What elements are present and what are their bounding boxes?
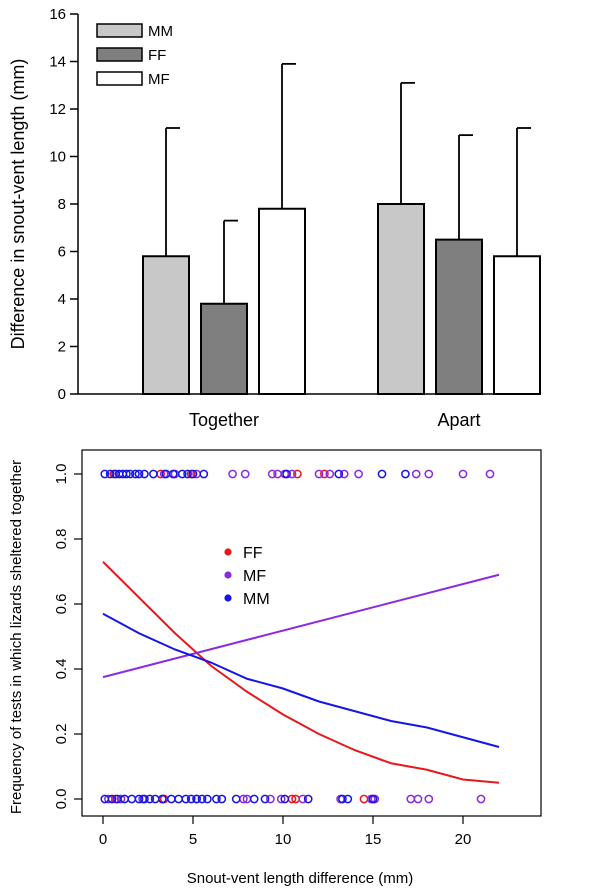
- point-mm-together: [402, 470, 409, 477]
- point-mf-together: [459, 470, 466, 477]
- y-tick-label: 6: [58, 244, 66, 261]
- y-tick-label: 0.4: [53, 659, 70, 680]
- legend-label-mm: MM: [148, 23, 173, 40]
- point-mf-together: [242, 470, 249, 477]
- x-tick-label: 15: [365, 831, 382, 848]
- point-mm-apart: [128, 795, 135, 802]
- point-mf-together: [413, 470, 420, 477]
- point-mf-together: [486, 470, 493, 477]
- y-tick-label: 10: [49, 149, 66, 166]
- legend-swatch-mm: [97, 24, 142, 37]
- fit-line-mm: [103, 614, 499, 747]
- category-label-apart: Apart: [437, 410, 480, 430]
- x-axis-label: Snout-vent length difference (mm): [187, 870, 414, 887]
- y-tick-label: 0: [58, 386, 66, 403]
- y-tick-label: 4: [58, 291, 66, 308]
- legend-label-mf: MF: [148, 71, 170, 88]
- y-tick-label: 0.6: [53, 594, 70, 615]
- point-mf-apart: [414, 795, 421, 802]
- legend-marker-ff: [224, 548, 231, 555]
- y-tick-label: 16: [49, 6, 66, 23]
- point-mm-apart: [251, 795, 258, 802]
- category-label-together: Together: [189, 410, 259, 430]
- bar-chart: 0 2 4 6 8 10 12 14 16 Difference in snout-vent le…: [8, 6, 540, 430]
- x-tick-label: 0: [99, 831, 107, 848]
- point-mf-together: [355, 470, 362, 477]
- x-tick-label: 10: [275, 831, 292, 848]
- x-tick-label: 5: [189, 831, 197, 848]
- y-tick-label: 8: [58, 196, 66, 213]
- legend-swatch-mf: [97, 72, 142, 85]
- y-tick-label: 0.8: [53, 529, 70, 550]
- point-mm-apart: [175, 795, 182, 802]
- point-mf-together: [425, 470, 432, 477]
- fit-line-mf: [103, 575, 499, 677]
- legend-label-mf: MF: [243, 568, 266, 585]
- legend-label-ff: FF: [243, 545, 263, 562]
- legend-swatch-ff: [97, 48, 142, 61]
- point-mm-together: [150, 470, 157, 477]
- point-ff-apart: [360, 795, 367, 802]
- fit-line-ff: [103, 562, 499, 783]
- point-mf-apart: [477, 795, 484, 802]
- legend-label-ff: FF: [148, 47, 166, 64]
- point-mm-together: [200, 470, 207, 477]
- y-axis-label: Difference in snout-vent length (mm): [8, 59, 28, 350]
- point-mm-apart: [168, 795, 175, 802]
- point-mf-apart: [425, 795, 432, 802]
- bar-mm-together: [143, 256, 189, 394]
- y-tick-label: 1.0: [53, 464, 70, 485]
- x-tick-label: 20: [455, 831, 472, 848]
- bar-ff-together: [201, 304, 247, 394]
- y-tick-label: 12: [49, 101, 66, 118]
- bar-ff-apart: [436, 240, 482, 394]
- scatter-chart: 0 5 10 15 20 0.0 0.2 0.4 0.6 0.8 1.0 Frequency of t…: [8, 450, 541, 887]
- y-tick-label: 2: [58, 339, 66, 356]
- point-mf-apart: [407, 795, 414, 802]
- point-mm-apart: [233, 795, 240, 802]
- legend-label-mm: MM: [243, 591, 270, 608]
- legend-marker-mf: [224, 571, 231, 578]
- y-tick-label: 14: [49, 54, 66, 71]
- plot-frame: [82, 450, 541, 816]
- legend-marker-mm: [224, 594, 231, 601]
- bar-mf-apart: [494, 256, 540, 394]
- y-tick-label: 0.2: [53, 724, 70, 745]
- y-axis-label: Frequency of tests in which lizards shel…: [8, 460, 25, 814]
- y-tick-label: 0.0: [53, 789, 70, 810]
- point-mf-together: [229, 470, 236, 477]
- bar-mf-together: [259, 209, 305, 394]
- point-mm-together: [378, 470, 385, 477]
- bar-mm-apart: [378, 204, 424, 394]
